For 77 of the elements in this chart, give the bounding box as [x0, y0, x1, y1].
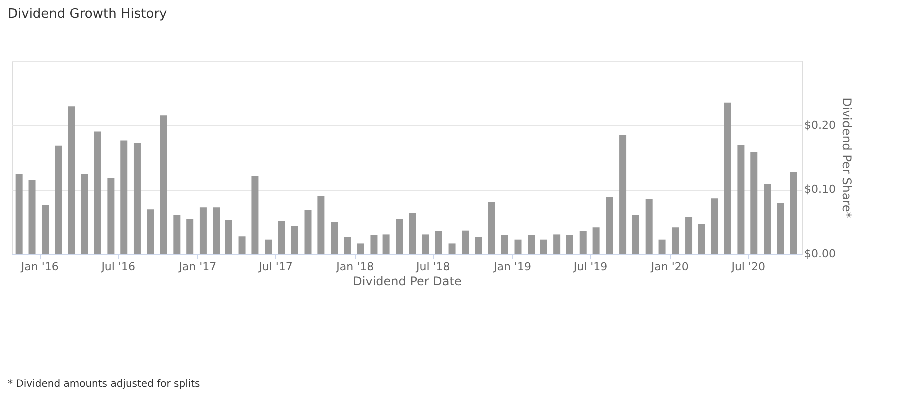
bar	[528, 235, 536, 254]
bar	[213, 208, 220, 254]
bar	[278, 221, 286, 254]
bar	[265, 240, 272, 254]
x-axis-title: Dividend Per Date	[353, 274, 462, 288]
bar	[225, 220, 232, 254]
bar	[672, 228, 680, 254]
chart-title: Dividend Growth History	[8, 7, 168, 22]
bar	[68, 106, 76, 254]
bar	[357, 244, 364, 254]
bar	[488, 202, 496, 254]
x-tick-label: Jan '16	[20, 260, 59, 274]
bar	[790, 172, 798, 254]
bar	[435, 231, 442, 254]
bar	[540, 240, 548, 254]
bar	[318, 196, 325, 254]
bar	[108, 178, 115, 254]
bar	[331, 222, 338, 254]
bar	[580, 231, 587, 254]
bar	[422, 234, 430, 254]
bar	[724, 102, 732, 254]
bar	[304, 210, 312, 254]
bar	[382, 234, 390, 254]
bar	[777, 203, 784, 254]
bar	[186, 219, 194, 254]
bar	[174, 215, 181, 254]
bar	[344, 237, 351, 254]
bar	[238, 236, 246, 254]
x-tick-label: Jan '20	[650, 260, 689, 274]
bar	[56, 146, 63, 254]
bar	[646, 199, 653, 254]
bar	[750, 152, 758, 254]
bar	[606, 197, 614, 254]
bar	[620, 134, 627, 254]
bar	[711, 198, 718, 254]
bar	[409, 213, 416, 254]
x-tick-label: Jan '19	[492, 260, 532, 274]
bar	[475, 237, 482, 254]
bar	[764, 184, 771, 254]
bar	[28, 180, 36, 254]
x-tick-label: Jul '19	[572, 260, 608, 274]
bar	[81, 174, 88, 254]
bar	[514, 240, 522, 254]
x-tick-label: Jul '18	[415, 260, 450, 274]
bar	[686, 217, 693, 254]
bar	[462, 230, 470, 254]
x-tick-label: Jul '17	[258, 260, 293, 274]
bar	[501, 235, 508, 254]
bar	[554, 234, 561, 254]
bar	[120, 140, 128, 254]
bar	[134, 143, 141, 254]
y-tick-label: $0.00	[804, 248, 836, 260]
x-tick-label: Jan '18	[336, 260, 374, 274]
bar	[698, 224, 706, 254]
x-tick-label: Jul '20	[730, 260, 766, 274]
x-tick-label: Jan '17	[178, 260, 217, 274]
bar	[200, 208, 207, 254]
text: * Dividend amounts adjusted for splits	[8, 379, 200, 390]
y-tick-label: $0.10	[804, 183, 836, 196]
bar	[291, 226, 298, 254]
bar	[252, 176, 259, 254]
bar	[448, 244, 456, 254]
bar	[42, 205, 50, 254]
bar	[658, 240, 666, 254]
bar	[370, 235, 378, 254]
x-tick-label: Jul '16	[100, 260, 136, 274]
y-tick-label: $0.20	[804, 118, 836, 132]
bar	[632, 215, 640, 254]
bar	[566, 235, 574, 254]
bar	[94, 132, 102, 254]
bar	[396, 219, 404, 254]
bar	[16, 174, 23, 254]
bar	[147, 210, 154, 254]
y-axis-title: Dividend Per Share*	[840, 98, 854, 218]
bar	[160, 116, 168, 254]
bar	[592, 228, 600, 254]
bar	[738, 145, 745, 254]
